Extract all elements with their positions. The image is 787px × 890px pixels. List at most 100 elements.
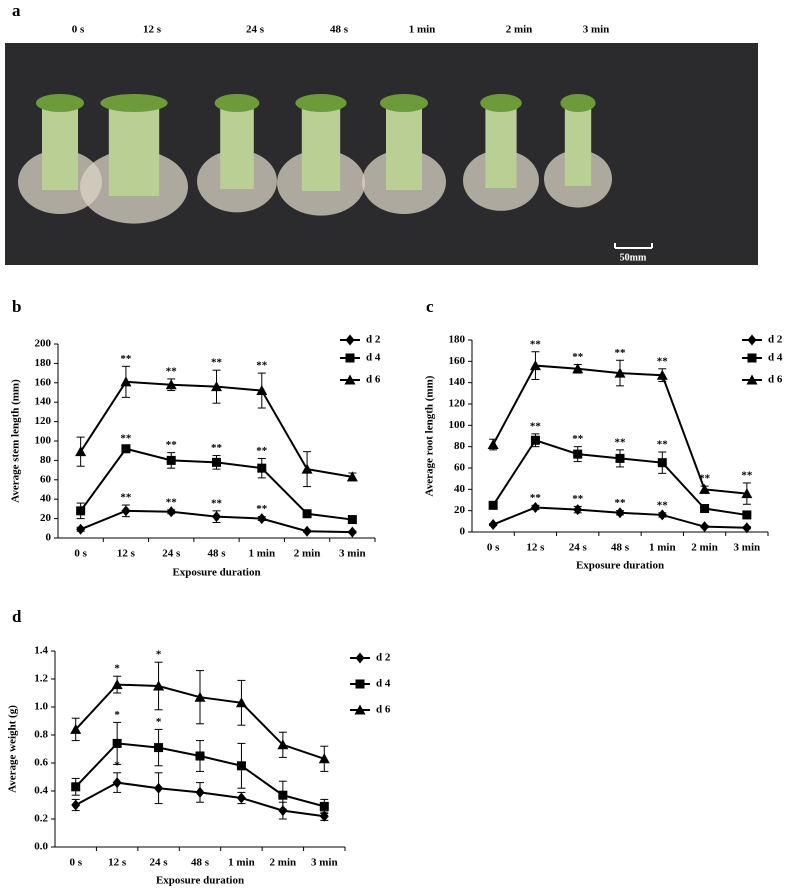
marker [301, 463, 313, 474]
significance: ** [166, 439, 178, 451]
significance: ** [657, 355, 669, 367]
marker [573, 504, 583, 516]
marker [257, 463, 267, 473]
marker [302, 525, 312, 537]
significance: ** [615, 497, 627, 509]
x-tick-label: 3 min [734, 542, 761, 554]
significance: ** [120, 353, 132, 365]
panel-letter: d [12, 607, 22, 626]
photo-label: 2 min [506, 24, 533, 36]
marker [212, 511, 221, 523]
y-tick-label: 180 [35, 357, 52, 369]
marker [355, 652, 365, 664]
marker [257, 513, 267, 525]
marker [346, 471, 358, 482]
y-tick-label: 0.2 [34, 813, 48, 825]
x-tick-label: 12 s [108, 857, 127, 869]
marker [153, 680, 165, 691]
x-tick-label: 1 min [649, 542, 676, 554]
x-tick-label: 1 min [248, 548, 275, 560]
significance: ** [211, 442, 223, 454]
significance: ** [211, 357, 223, 369]
stems [386, 105, 422, 190]
y-tick-label: 80 [454, 440, 466, 452]
legend-label: d 4 [366, 352, 381, 364]
marker [347, 515, 357, 525]
marker [75, 446, 87, 457]
marker [657, 458, 667, 468]
x-tick-label: 48 s [207, 548, 226, 560]
significance: ** [120, 432, 132, 444]
marker [236, 761, 246, 771]
x-tick-label: 0 s [69, 857, 82, 869]
marker [344, 374, 356, 385]
y-tick-label: 160 [35, 376, 52, 388]
marker [657, 509, 667, 521]
x-tick-label: 3 min [339, 548, 366, 560]
marker [71, 799, 81, 811]
marker [112, 738, 122, 748]
marker [572, 363, 584, 374]
marker [111, 679, 123, 690]
x-tick-label: 0 s [487, 542, 500, 554]
significance: ** [657, 499, 669, 511]
significance: * [114, 709, 120, 721]
y-axis-title: Average stem length (mm) [10, 379, 22, 503]
marker [488, 519, 498, 531]
marker [166, 506, 176, 518]
marker [154, 782, 164, 794]
photo-label: 1 min [409, 24, 436, 36]
marker [742, 510, 752, 520]
significance: ** [256, 360, 268, 372]
marker [345, 334, 355, 346]
x-axis-title: Exposure duration [156, 875, 244, 887]
significance: ** [530, 492, 542, 504]
marker [256, 385, 268, 396]
marker [71, 782, 81, 792]
significance: ** [741, 469, 753, 481]
leaves [480, 94, 522, 112]
marker [121, 505, 131, 517]
photo-label: 12 s [143, 24, 162, 36]
marker [700, 504, 710, 514]
significance: ** [615, 347, 627, 359]
scale-label: 50mm [620, 252, 647, 263]
y-axis-title: Average root length (mm) [424, 375, 436, 496]
y-tick-label: 20 [454, 504, 466, 516]
marker [76, 506, 86, 516]
marker [166, 455, 176, 465]
marker [235, 697, 247, 708]
marker [746, 374, 758, 385]
marker [742, 522, 752, 534]
legend-label: d 2 [768, 334, 783, 346]
marker [530, 435, 540, 445]
x-tick-label: 2 min [691, 542, 718, 554]
x-tick-label: 24 s [150, 857, 169, 869]
y-tick-label: 1.2 [34, 673, 48, 685]
marker [573, 449, 583, 459]
x-tick-label: 12 s [117, 548, 136, 560]
x-axis-title: Exposure duration [576, 560, 664, 572]
marker [529, 360, 541, 371]
y-tick-label: 0.0 [34, 841, 48, 853]
marker [615, 453, 625, 463]
x-tick-label: 48 s [611, 542, 630, 554]
marker [120, 376, 132, 387]
marker [302, 509, 312, 519]
x-tick-label: 1 min [228, 857, 255, 869]
significance: * [114, 663, 120, 675]
marker [656, 369, 668, 380]
x-tick-label: 3 min [311, 857, 338, 869]
y-tick-label: 160 [449, 355, 466, 367]
stems [485, 105, 517, 188]
panel-letter: a [12, 1, 21, 20]
x-tick-label: 2 min [294, 548, 321, 560]
legend-label: d 2 [376, 652, 391, 664]
significance: ** [530, 420, 542, 432]
significance: ** [256, 445, 268, 457]
x-tick-label: 12 s [526, 542, 545, 554]
seedlings [18, 94, 612, 224]
y-tick-label: 1.4 [34, 645, 48, 657]
marker [211, 381, 222, 392]
significance: ** [256, 503, 268, 515]
